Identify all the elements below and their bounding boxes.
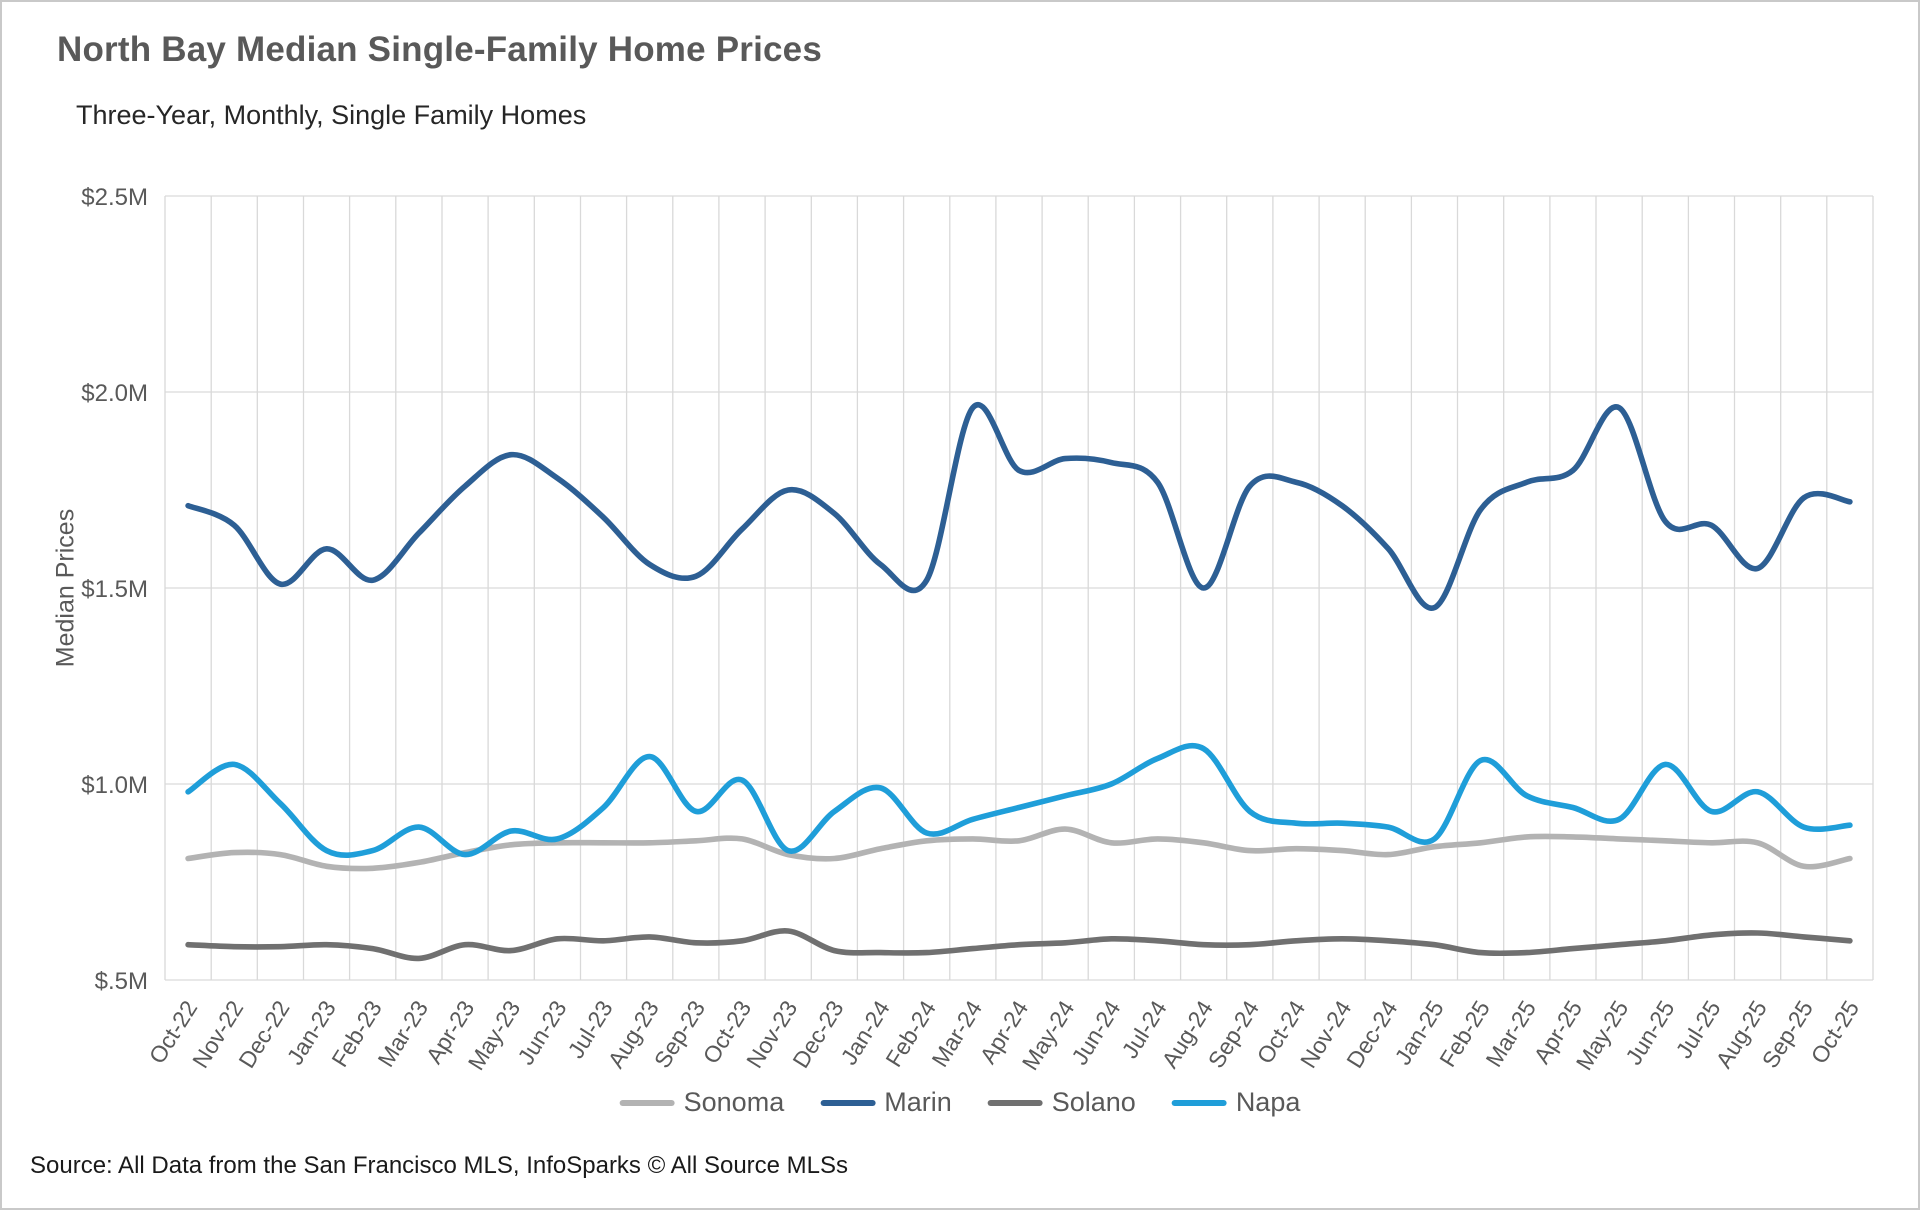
y-tick-label: $2.5M (81, 184, 148, 211)
solano-line-swatch (987, 1099, 1043, 1106)
legend-item-napa: Napa (1171, 1087, 1301, 1118)
x-tick-label: Oct-25 (1806, 996, 1865, 1068)
y-tick-label: $1.0M (81, 772, 148, 799)
y-tick-label: $1.5M (81, 576, 148, 603)
sonoma-line-swatch (619, 1099, 675, 1106)
legend-label: Solano (1051, 1087, 1136, 1117)
y-tick-label: $.5M (95, 968, 148, 995)
legend-label: Sonoma (683, 1087, 785, 1117)
legend-label: Napa (1235, 1087, 1301, 1117)
page-title: North Bay Median Single-Family Home Pric… (57, 30, 822, 69)
source-note: Source: All Data from the San Francisco … (30, 1152, 849, 1179)
x-tick-label: Jun-24 (1066, 996, 1125, 1070)
legend-item-marin: Marin (820, 1087, 952, 1118)
legend-label: Marin (884, 1087, 952, 1117)
y-tick-label: $2.0M (81, 380, 148, 407)
marin-line-swatch (820, 1099, 876, 1106)
legend-item-solano: Solano (987, 1087, 1136, 1118)
x-tick-label: Jun-25 (1620, 996, 1679, 1069)
solano-line (185, 928, 1853, 962)
napa-line (185, 742, 1853, 858)
marin-line (185, 402, 1853, 611)
napa-line-swatch (1171, 1099, 1227, 1106)
x-tick-label: Jun-23 (512, 996, 571, 1069)
chart-legend: Sonoma Marin Solano Napa (619, 1087, 1301, 1118)
legend-item-sonoma: Sonoma (619, 1087, 785, 1118)
chart-subtitle: Three-Year, Monthly, Single Family Homes (76, 100, 587, 130)
